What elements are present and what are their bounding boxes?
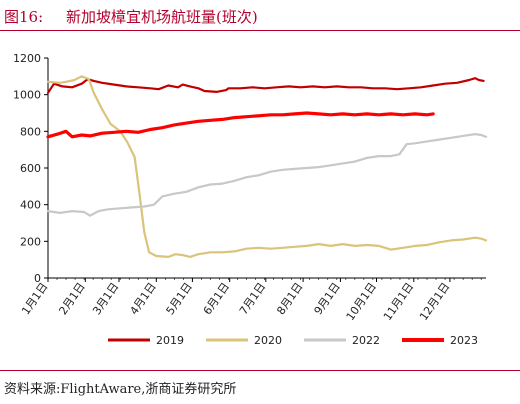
- series-line-2019: [46, 77, 485, 94]
- x-tick-label: 7月1日: [237, 280, 268, 317]
- legend-label-2020: 2020: [254, 334, 282, 347]
- y-tick-label: 1200: [13, 52, 41, 65]
- x-tick-label: 9月1日: [312, 280, 343, 317]
- x-tick-label: 11月1日: [381, 280, 416, 323]
- x-tick-label: 4月1日: [127, 280, 158, 317]
- line-chart: 0 200 400 600 800 1000 1200 1月1日 2月1日 3月1日 4月1日 5月1…: [13, 52, 488, 347]
- x-tick-label: 5月1日: [164, 280, 195, 317]
- x-tick-label: 10月1日: [344, 280, 379, 323]
- y-tick-label: 400: [20, 199, 41, 212]
- legend-label-2022: 2022: [352, 334, 380, 347]
- series-line-2022: [46, 133, 488, 217]
- x-tick-label: 1月1日: [19, 280, 50, 317]
- y-tick-label: 1000: [13, 89, 41, 102]
- legend-label-2023: 2023: [450, 334, 478, 347]
- x-tick-label: 6月1日: [201, 280, 232, 317]
- x-tick-label: 12月1日: [417, 280, 452, 323]
- footer-divider: [0, 370, 520, 371]
- y-tick-label: 0: [34, 272, 41, 285]
- legend-label-2019: 2019: [156, 334, 184, 347]
- x-tick-label: 2月1日: [56, 280, 87, 317]
- x-tick-label: 8月1日: [274, 280, 305, 317]
- series-line-2020: [46, 75, 488, 258]
- y-tick-label: 800: [20, 125, 41, 138]
- figure-header: 图16: 新加坡樟宜机场航班量(班次): [0, 0, 520, 30]
- title-divider: [0, 30, 520, 31]
- y-tick-label: 200: [20, 235, 41, 248]
- chart-title: 新加坡樟宜机场航班量(班次): [66, 8, 258, 26]
- y-tick-label: 600: [20, 162, 41, 175]
- x-tick-label: 3月1日: [90, 280, 121, 317]
- series-line-2023: [46, 111, 435, 139]
- source-note: 资料来源:FlightAware,浙商证券研究所: [4, 382, 237, 397]
- figure-label: 图16:: [4, 8, 44, 26]
